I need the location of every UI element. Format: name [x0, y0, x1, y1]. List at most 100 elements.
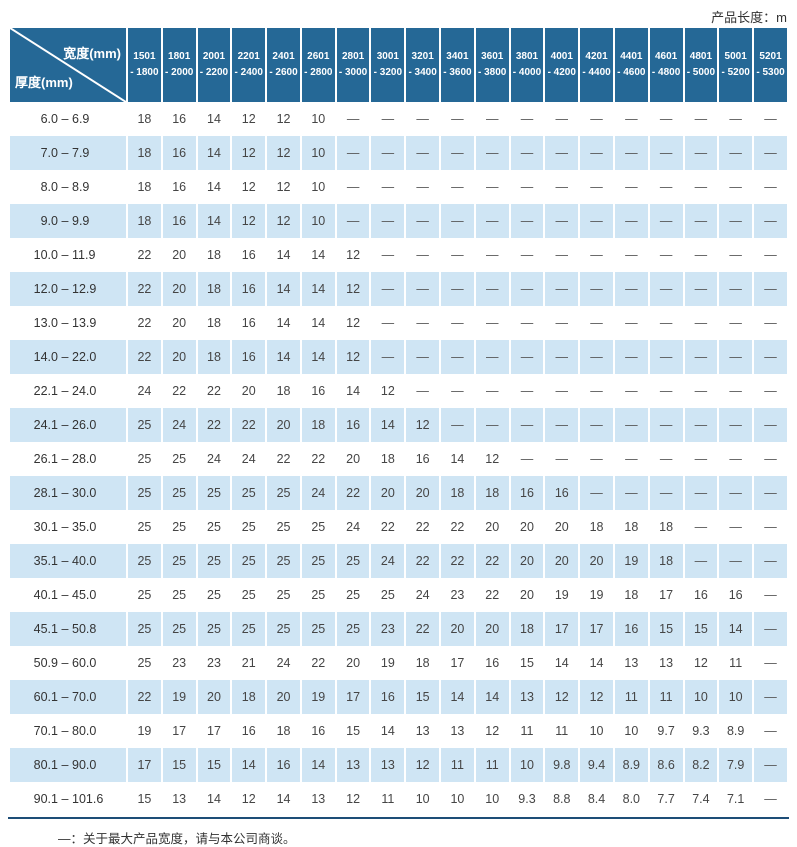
length-value-cell: 12 [336, 306, 370, 340]
length-value-cell: 25 [371, 578, 405, 612]
length-value-cell: 14 [197, 782, 231, 816]
length-value-cell: 14 [580, 646, 613, 680]
length-value-cell: 16 [232, 272, 266, 306]
length-value-cell: 14 [267, 306, 300, 340]
length-value-cell: 18 [406, 646, 440, 680]
length-value-cell: 22 [197, 374, 231, 408]
length-value-cell: 19 [371, 646, 405, 680]
length-value-cell: 9.7 [649, 714, 683, 748]
column-header: 4001- 4200 [545, 28, 579, 102]
length-value-cell: — [336, 204, 370, 238]
length-value-cell: 14 [301, 748, 335, 782]
length-value-cell: 18 [197, 306, 231, 340]
column-header: 2601- 2800 [301, 28, 335, 102]
length-value-cell: 12 [336, 782, 370, 816]
length-value-cell: — [580, 170, 613, 204]
length-value-cell: 25 [197, 612, 231, 646]
length-value-cell: 25 [162, 476, 196, 510]
thickness-range-label: 12.0–12.9 [10, 272, 126, 306]
length-value-cell: 20 [545, 544, 579, 578]
length-value-cell: 25 [162, 612, 196, 646]
length-value-cell: 16 [232, 238, 266, 272]
length-value-cell: 10 [441, 782, 474, 816]
length-value-cell: 13 [371, 748, 405, 782]
length-value-cell: — [545, 170, 579, 204]
length-value-cell: — [406, 204, 440, 238]
length-value-cell: — [754, 340, 787, 374]
length-value-cell: 16 [232, 714, 266, 748]
length-value-cell: — [441, 238, 474, 272]
length-value-cell: 16 [545, 476, 579, 510]
thickness-axis-label: 厚度(mm) [15, 75, 73, 90]
thickness-range-label: 50.9–60.0 [10, 646, 126, 680]
length-value-cell: 19 [128, 714, 161, 748]
length-value-cell: 24 [267, 646, 300, 680]
column-header: 5001- 5200 [719, 28, 753, 102]
column-header: 3401- 3600 [441, 28, 474, 102]
length-value-cell: 10 [580, 714, 613, 748]
length-value-cell: 25 [162, 544, 196, 578]
length-value-cell: — [371, 340, 405, 374]
length-value-cell: — [754, 272, 787, 306]
column-header: 3801- 4000 [510, 28, 544, 102]
length-value-cell: — [614, 340, 648, 374]
length-value-cell: 12 [232, 782, 266, 816]
length-value-cell: — [649, 238, 683, 272]
length-value-cell: — [684, 442, 718, 476]
length-value-cell: 22 [267, 442, 300, 476]
length-value-cell: — [754, 136, 787, 170]
length-value-cell: — [475, 340, 509, 374]
length-value-cell: — [754, 238, 787, 272]
column-header: 2401- 2600 [267, 28, 300, 102]
length-value-cell: 11 [614, 680, 648, 714]
length-value-cell: 25 [128, 646, 161, 680]
length-value-cell: — [754, 374, 787, 408]
length-value-cell: — [684, 204, 718, 238]
length-value-cell: — [649, 476, 683, 510]
length-value-cell: — [754, 782, 787, 816]
length-value-cell: 13 [441, 714, 474, 748]
length-value-cell: 11 [371, 782, 405, 816]
length-value-cell: 25 [267, 612, 300, 646]
length-value-cell: 18 [580, 510, 613, 544]
max-length-table: 宽度(mm) 厚度(mm) 1501- 1800 1801- 2000 2001- … [8, 28, 789, 816]
length-value-cell: — [754, 102, 787, 136]
length-value-cell: 12 [267, 170, 300, 204]
length-value-cell: — [719, 544, 753, 578]
length-value-cell: 14 [197, 204, 231, 238]
length-value-cell: 25 [197, 510, 231, 544]
table-header: 宽度(mm) 厚度(mm) 1501- 1800 1801- 2000 2001- … [10, 28, 787, 102]
length-value-cell: — [545, 102, 579, 136]
length-value-cell: — [510, 136, 544, 170]
length-value-cell: 23 [441, 578, 474, 612]
length-value-cell: 10 [614, 714, 648, 748]
length-value-cell: — [684, 102, 718, 136]
length-value-cell: — [406, 340, 440, 374]
length-value-cell: 20 [580, 544, 613, 578]
length-value-cell: 16 [371, 680, 405, 714]
length-value-cell: 14 [267, 340, 300, 374]
length-value-cell: — [510, 374, 544, 408]
length-value-cell: 14 [475, 680, 509, 714]
length-value-cell: — [475, 374, 509, 408]
length-value-cell: 13 [336, 748, 370, 782]
table-body: 6.0–6.9 18 16 14 12 12 10— — — — — — — — — — — — —7.0–7.9 1… [10, 102, 787, 816]
table-row: 28.1–30.0 25 25 25 25 25 24 22 20 20 18 18 16 16— — — — —… [10, 476, 787, 510]
length-value-cell: 12 [406, 748, 440, 782]
length-value-cell: 20 [475, 510, 509, 544]
length-value-cell: 22 [406, 612, 440, 646]
column-header: 2801- 3000 [336, 28, 370, 102]
length-value-cell: — [649, 204, 683, 238]
length-value-cell: — [475, 136, 509, 170]
length-value-cell: 25 [267, 476, 300, 510]
table-row: 6.0–6.9 18 16 14 12 12 10— — — — — — — — — — — — — [10, 102, 787, 136]
length-value-cell: 25 [128, 612, 161, 646]
length-value-cell: — [580, 204, 613, 238]
column-header: 3601- 3800 [475, 28, 509, 102]
column-header: 4801- 5000 [684, 28, 718, 102]
length-value-cell: 15 [162, 748, 196, 782]
length-value-cell: 8.0 [614, 782, 648, 816]
length-value-cell: — [614, 238, 648, 272]
length-value-cell: — [510, 442, 544, 476]
length-value-cell: 15 [684, 612, 718, 646]
